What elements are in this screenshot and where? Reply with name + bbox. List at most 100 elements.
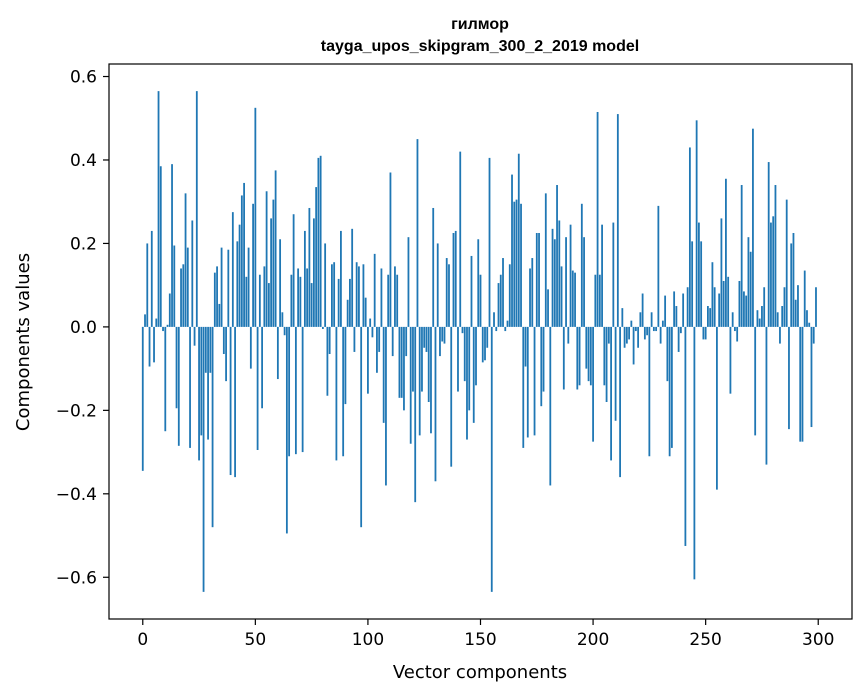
bar-component-210 <box>614 326 617 421</box>
bar-component-294 <box>803 270 806 327</box>
bar-component-231 <box>661 320 664 327</box>
bar-component-255 <box>716 326 718 490</box>
bar-component-270 <box>749 251 752 327</box>
bar-component-71 <box>301 326 304 453</box>
bar-component-238 <box>677 326 680 352</box>
bar-component-284 <box>781 306 784 327</box>
bar-component-229 <box>657 205 660 327</box>
bar-component-99 <box>364 297 367 327</box>
bar-component-199 <box>589 326 592 386</box>
bar-component-253 <box>711 262 714 327</box>
bar-component-79 <box>319 155 322 327</box>
bar-component-211 <box>616 114 619 327</box>
bar-component-162 <box>506 320 509 327</box>
bar-component-163 <box>508 264 511 327</box>
bar-component-107 <box>382 326 385 423</box>
bar-component-132 <box>439 326 441 357</box>
bar-component-32 <box>213 272 216 327</box>
bar-component-216 <box>628 326 630 340</box>
x-tick-label: 300 <box>802 630 834 650</box>
y-axis-ticks: −0.6 −0.4 −0.2 0.0 0.2 0.4 0.6 <box>56 68 109 588</box>
bar-component-157 <box>495 326 498 332</box>
bar-component-24 <box>195 91 198 327</box>
bar-component-20 <box>186 247 189 327</box>
bar-component-10 <box>164 326 167 432</box>
bar-component-177 <box>540 326 543 407</box>
bar-component-34 <box>218 303 221 327</box>
bar-component-95 <box>355 262 358 327</box>
x-tick-label: 50 <box>245 630 267 650</box>
bar-component-167 <box>517 153 520 327</box>
bar-component-160 <box>502 258 504 327</box>
bar-component-135 <box>445 258 448 327</box>
bar-component-189 <box>567 326 570 344</box>
bar-component-40 <box>231 212 234 327</box>
bar-component-6 <box>155 318 158 327</box>
bar-component-39 <box>229 326 232 476</box>
bar-component-298 <box>812 326 815 344</box>
bar-component-143 <box>463 326 466 382</box>
bar-component-202 <box>596 111 599 327</box>
bar-component-241 <box>684 326 687 546</box>
bar-component-57 <box>270 218 273 327</box>
bar-component-235 <box>670 326 673 448</box>
bar-component-274 <box>758 318 761 327</box>
bar-component-140 <box>457 326 459 392</box>
bar-component-46 <box>245 276 248 327</box>
bar-component-237 <box>675 306 678 327</box>
bar-component-170 <box>524 326 527 367</box>
bar-component-104 <box>376 326 378 373</box>
bar-component-222 <box>641 293 644 327</box>
bar-component-146 <box>470 255 473 327</box>
bar-component-47 <box>247 247 250 327</box>
bar-component-33 <box>216 266 218 327</box>
bar-component-73 <box>306 268 309 327</box>
bar-component-106 <box>380 268 383 327</box>
bar-component-269 <box>747 237 750 327</box>
bar-component-208 <box>610 326 612 461</box>
bar-component-297 <box>810 326 813 428</box>
bar-component-124 <box>421 326 423 392</box>
bar-component-232 <box>664 295 667 327</box>
bar-component-65 <box>288 326 291 457</box>
bar-component-55 <box>265 191 268 327</box>
bar-component-110 <box>389 172 392 327</box>
bar-component-14 <box>173 245 176 327</box>
bar-component-49 <box>252 203 254 327</box>
bar-component-214 <box>623 326 626 348</box>
bar-component-52 <box>258 274 261 327</box>
bar-component-5 <box>153 326 155 363</box>
bar-component-181 <box>549 326 552 486</box>
bar-component-60 <box>276 326 279 380</box>
bar-component-36 <box>222 326 225 355</box>
bar-component-7 <box>157 91 160 327</box>
bar-component-30 <box>209 326 212 373</box>
bar-component-42 <box>236 241 239 327</box>
bar-component-172 <box>529 268 531 327</box>
bar-component-153 <box>486 326 489 348</box>
bar-component-91 <box>346 299 349 327</box>
bar-component-15 <box>175 326 178 409</box>
bar-component-171 <box>526 326 529 438</box>
bar-component-89 <box>342 326 345 457</box>
bar-component-258 <box>722 280 725 327</box>
bar-component-290 <box>794 299 797 327</box>
bar-component-102 <box>371 326 374 338</box>
bar-component-150 <box>479 274 482 327</box>
bar-component-85 <box>333 262 336 327</box>
bar-component-221 <box>639 312 642 327</box>
bar-component-166 <box>515 199 518 327</box>
bar-component-224 <box>646 326 649 336</box>
bar-component-268 <box>745 295 748 327</box>
bar-component-194 <box>578 326 581 386</box>
bar-component-209 <box>612 222 615 327</box>
bar-component-69 <box>297 268 300 327</box>
bar-component-200 <box>592 326 594 442</box>
bar-component-243 <box>688 147 691 327</box>
bar-component-187 <box>562 326 565 390</box>
bar-component-26 <box>200 326 203 436</box>
bar-component-152 <box>484 326 486 361</box>
bar-component-192 <box>574 272 576 327</box>
bar-component-213 <box>621 308 624 327</box>
bar-component-80 <box>321 326 324 329</box>
